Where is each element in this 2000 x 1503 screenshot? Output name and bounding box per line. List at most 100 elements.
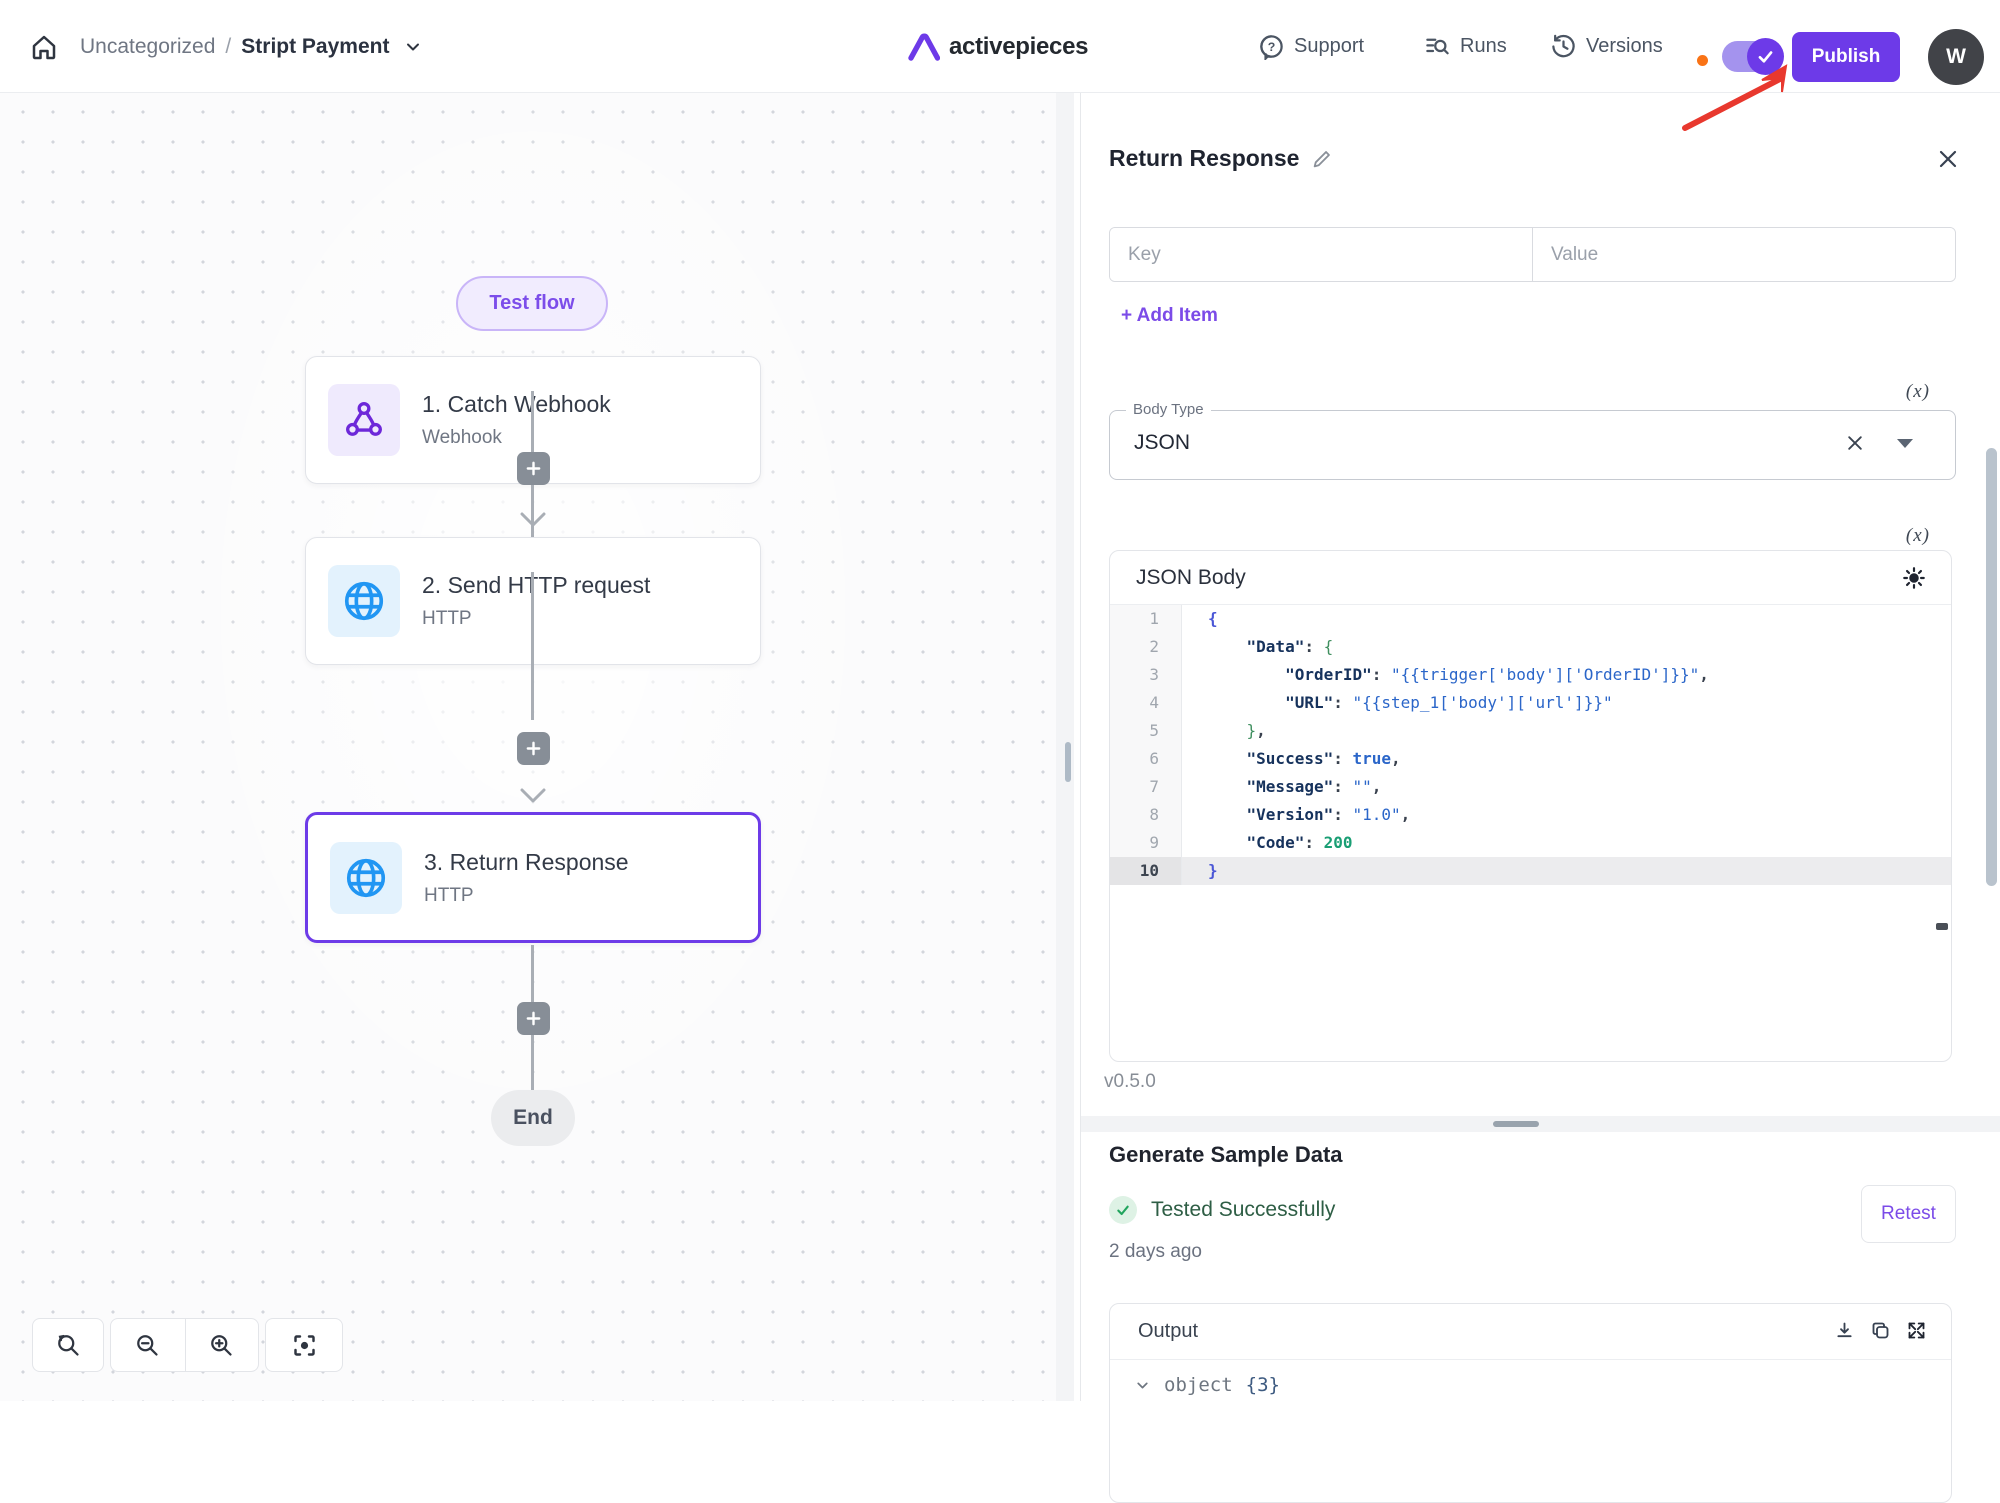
add-item-link[interactable]: + Add Item bbox=[1121, 305, 1218, 326]
add-step-button-3[interactable] bbox=[517, 1002, 550, 1035]
zoom-reset-button[interactable] bbox=[32, 1318, 104, 1372]
output-header: Output bbox=[1110, 1304, 1951, 1360]
connector-arrowhead bbox=[520, 788, 546, 803]
line-number: 8 bbox=[1110, 801, 1182, 829]
download-button[interactable] bbox=[1834, 1320, 1855, 1341]
dynamic-value-fx-icon[interactable]: (x) bbox=[1905, 381, 1930, 402]
activepieces-logo-icon bbox=[908, 33, 940, 61]
last-test-time: 2 days ago bbox=[1109, 1241, 1202, 1262]
zoom-out-button[interactable] bbox=[111, 1319, 185, 1371]
nav-versions[interactable]: Versions bbox=[1550, 0, 1663, 93]
code-line[interactable]: 3 "OrderID": "{{trigger['body']['OrderID… bbox=[1110, 661, 1951, 689]
code-line[interactable]: 7 "Message": "", bbox=[1110, 773, 1951, 801]
output-title: Output bbox=[1138, 1320, 1199, 1342]
output-tree-root-row: object {3} bbox=[1134, 1374, 1280, 1396]
value-input[interactable] bbox=[1533, 228, 1955, 281]
panel-title: Return Response bbox=[1109, 145, 1300, 171]
svg-text:?: ? bbox=[1268, 40, 1276, 54]
line-content: "Version": "1.0", bbox=[1246, 805, 1411, 824]
code-scrollbar-thumb[interactable] bbox=[1936, 923, 1948, 930]
step-title: 3. Return Response bbox=[424, 848, 629, 875]
line-content: "Code": 200 bbox=[1246, 833, 1353, 852]
zoom-out-icon bbox=[137, 1334, 158, 1356]
panel-title-row: Return Response bbox=[1109, 145, 1960, 172]
line-content: "Success": true, bbox=[1246, 749, 1401, 768]
breadcrumb-category[interactable]: Uncategorized bbox=[80, 34, 216, 58]
expand-button[interactable] bbox=[1906, 1320, 1927, 1341]
success-check-circle bbox=[1109, 1196, 1137, 1224]
step-title: 2. Send HTTP request bbox=[422, 572, 651, 598]
breadcrumb-flow-name[interactable]: Stript Payment bbox=[241, 34, 390, 58]
output-actions bbox=[1834, 1320, 1927, 1341]
fit-to-view-icon bbox=[293, 1334, 315, 1356]
clear-selection-button[interactable] bbox=[1845, 433, 1865, 458]
copy-button[interactable] bbox=[1870, 1320, 1891, 1341]
chevron-down-icon bbox=[407, 43, 420, 50]
zoom-in-button[interactable] bbox=[184, 1319, 259, 1371]
nav-runs[interactable]: Runs bbox=[1424, 0, 1507, 93]
dynamic-value-fx-icon[interactable]: (x) bbox=[1905, 525, 1930, 546]
edit-name-button[interactable] bbox=[1311, 148, 1333, 170]
step-card-send-http[interactable]: 2. Send HTTP request HTTP bbox=[305, 537, 761, 665]
panel-resize-handle[interactable] bbox=[1065, 742, 1071, 782]
flow-end-marker: End bbox=[491, 1090, 575, 1146]
code-line[interactable]: 9 "Code": 200 bbox=[1110, 829, 1951, 857]
test-flow-button[interactable]: Test flow bbox=[456, 276, 608, 331]
code-editor[interactable]: 1{2 "Data": {3 "OrderID": "{{trigger['bo… bbox=[1110, 605, 1951, 1061]
key-value-divider bbox=[1532, 228, 1533, 281]
tree-node-count: {3} bbox=[1245, 1374, 1280, 1396]
section-drag-strip[interactable] bbox=[1081, 1116, 2000, 1132]
code-line[interactable]: 6 "Success": true, bbox=[1110, 745, 1951, 773]
code-line[interactable]: 1{ bbox=[1110, 605, 1951, 633]
line-content: { bbox=[1208, 609, 1218, 628]
step-subtitle: Webhook bbox=[422, 427, 502, 448]
step-subtitle: HTTP bbox=[424, 884, 474, 906]
fit-to-view-button[interactable] bbox=[265, 1318, 343, 1372]
chevron-down-icon bbox=[1137, 1382, 1148, 1388]
nav-support[interactable]: ? Support bbox=[1258, 0, 1364, 93]
add-step-button-2[interactable] bbox=[517, 732, 550, 765]
panel-scrollbar-thumb[interactable] bbox=[1986, 448, 1997, 886]
step-meta: 2. Send HTTP request HTTP bbox=[422, 572, 650, 630]
webhook-icon-tile bbox=[328, 384, 400, 456]
check-icon bbox=[1758, 51, 1773, 63]
avatar[interactable]: W bbox=[1928, 29, 1984, 85]
home-button[interactable] bbox=[26, 29, 62, 65]
code-line[interactable]: 2 "Data": { bbox=[1110, 633, 1951, 661]
close-panel-button[interactable] bbox=[1936, 147, 1960, 176]
check-icon bbox=[1117, 1205, 1129, 1216]
http-icon-tile bbox=[330, 841, 402, 914]
code-line[interactable]: 5 }, bbox=[1110, 717, 1951, 745]
copy-icon bbox=[1872, 1322, 1889, 1339]
select-caret-icon[interactable] bbox=[1897, 439, 1913, 448]
flow-menu-chevron[interactable] bbox=[403, 37, 423, 57]
key-input[interactable] bbox=[1110, 228, 1532, 281]
body-type-select[interactable]: Body Type JSON bbox=[1109, 401, 1956, 480]
line-number: 10 bbox=[1110, 857, 1182, 885]
dynamic-value-sparkle-icon[interactable] bbox=[1901, 565, 1927, 596]
retest-button[interactable]: Retest bbox=[1861, 1185, 1956, 1243]
code-line[interactable]: 8 "Version": "1.0", bbox=[1110, 801, 1951, 829]
tree-collapse-chevron[interactable] bbox=[1134, 1377, 1151, 1394]
home-icon bbox=[32, 35, 56, 60]
flow-canvas[interactable]: Test flow 1. Catch Webhook Webhook bbox=[0, 93, 1074, 1401]
code-line[interactable]: 4 "URL": "{{step_1['body']['url']}}" bbox=[1110, 689, 1951, 717]
line-number: 3 bbox=[1110, 661, 1182, 689]
nav-runs-label: Runs bbox=[1460, 35, 1507, 57]
line-number: 1 bbox=[1110, 605, 1182, 633]
publish-button[interactable]: Publish bbox=[1792, 32, 1900, 82]
json-body-title: JSON Body bbox=[1136, 565, 1246, 589]
add-step-button-1[interactable] bbox=[517, 452, 550, 485]
json-body-header: JSON Body bbox=[1110, 551, 1951, 605]
app-logo-text: activepieces bbox=[949, 32, 1089, 60]
download-icon bbox=[1837, 1322, 1852, 1338]
flow-enabled-toggle[interactable] bbox=[1722, 38, 1784, 75]
step-title: 1. Catch Webhook bbox=[422, 391, 611, 417]
body-type-value: JSON bbox=[1134, 431, 1191, 454]
line-number: 6 bbox=[1110, 745, 1182, 773]
step-card-return-response[interactable]: 3. Return Response HTTP bbox=[305, 812, 761, 943]
line-content: }, bbox=[1246, 721, 1266, 740]
code-line[interactable]: 10} bbox=[1110, 857, 1951, 885]
top-bar: Uncategorized / Stript Payment activepie… bbox=[0, 0, 2000, 93]
breadcrumb: Uncategorized / Stript Payment bbox=[80, 0, 423, 93]
